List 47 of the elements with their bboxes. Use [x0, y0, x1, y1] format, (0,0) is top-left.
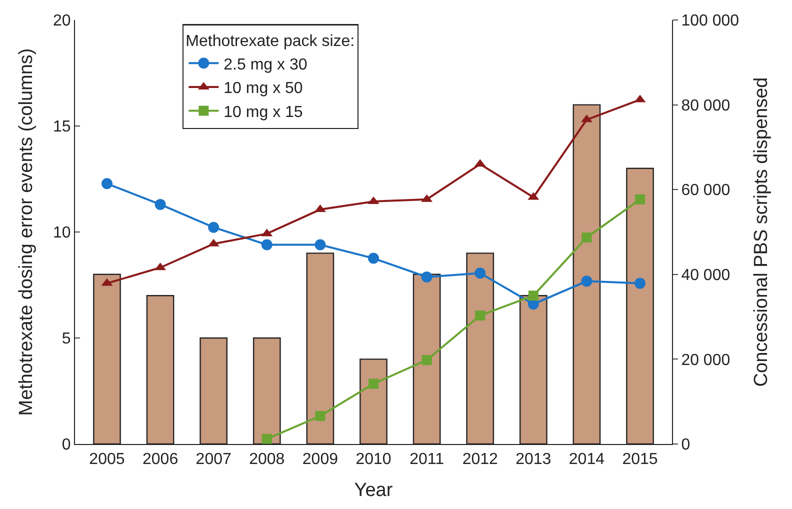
legend-label: 10 mg x 50 [224, 80, 303, 98]
point [421, 271, 432, 282]
y2-tick-label: 40 000 [681, 267, 730, 284]
x-tick-label: 2015 [622, 451, 658, 468]
y2-tick-label: 60 000 [681, 182, 730, 200]
point [315, 411, 326, 422]
y2-tick-label: 80 000 [681, 97, 730, 114]
x-tick-label: 2007 [196, 451, 232, 468]
x-tick-label: 2010 [356, 451, 392, 468]
y2-tick-label: 100 000 [681, 12, 740, 30]
x-axis-title: Year [354, 480, 394, 501]
y2-tick-label: 0 [681, 436, 690, 454]
y-tick-label: 0 [62, 436, 71, 454]
point [634, 278, 646, 289]
y2-tick-label: 20 000 [681, 352, 730, 369]
point [368, 378, 378, 389]
y-axis-title: Methotrexate dosing error events (columns) [16, 48, 37, 416]
point [262, 434, 272, 444]
point [154, 198, 166, 210]
y-tick-label: 15 [53, 118, 71, 136]
point [635, 194, 646, 204]
point [474, 268, 486, 279]
point [422, 355, 432, 366]
point [101, 178, 112, 190]
y-tick-label: 5 [62, 330, 71, 348]
x-tick-label: 2011 [410, 451, 444, 468]
point [475, 310, 486, 321]
y2-axis-title: Concessional PBS scripts dispensed [750, 77, 772, 387]
point [528, 290, 538, 301]
y-tick-label: 20 [53, 12, 71, 30]
x-tick-label: 2013 [516, 451, 552, 468]
point [581, 276, 592, 287]
x-tick-label: 2014 [568, 451, 605, 468]
legend-label: 2.5 mg x 30 [224, 56, 308, 74]
x-tick-label: 2008 [249, 451, 285, 468]
legend-title: Methotrexate pack size: [186, 33, 355, 50]
point [314, 239, 326, 250]
x-tick-label: 2009 [302, 451, 338, 468]
y-tick-label: 10 [53, 224, 71, 242]
point [208, 222, 220, 233]
x-tick-label: 2005 [89, 451, 125, 468]
point [261, 239, 272, 250]
x-tick-label: 2012 [462, 451, 498, 468]
point [582, 232, 592, 243]
legend-label: 10 mg x 15 [224, 104, 303, 121]
x-tick-label: 2006 [142, 451, 178, 468]
point [368, 252, 379, 264]
